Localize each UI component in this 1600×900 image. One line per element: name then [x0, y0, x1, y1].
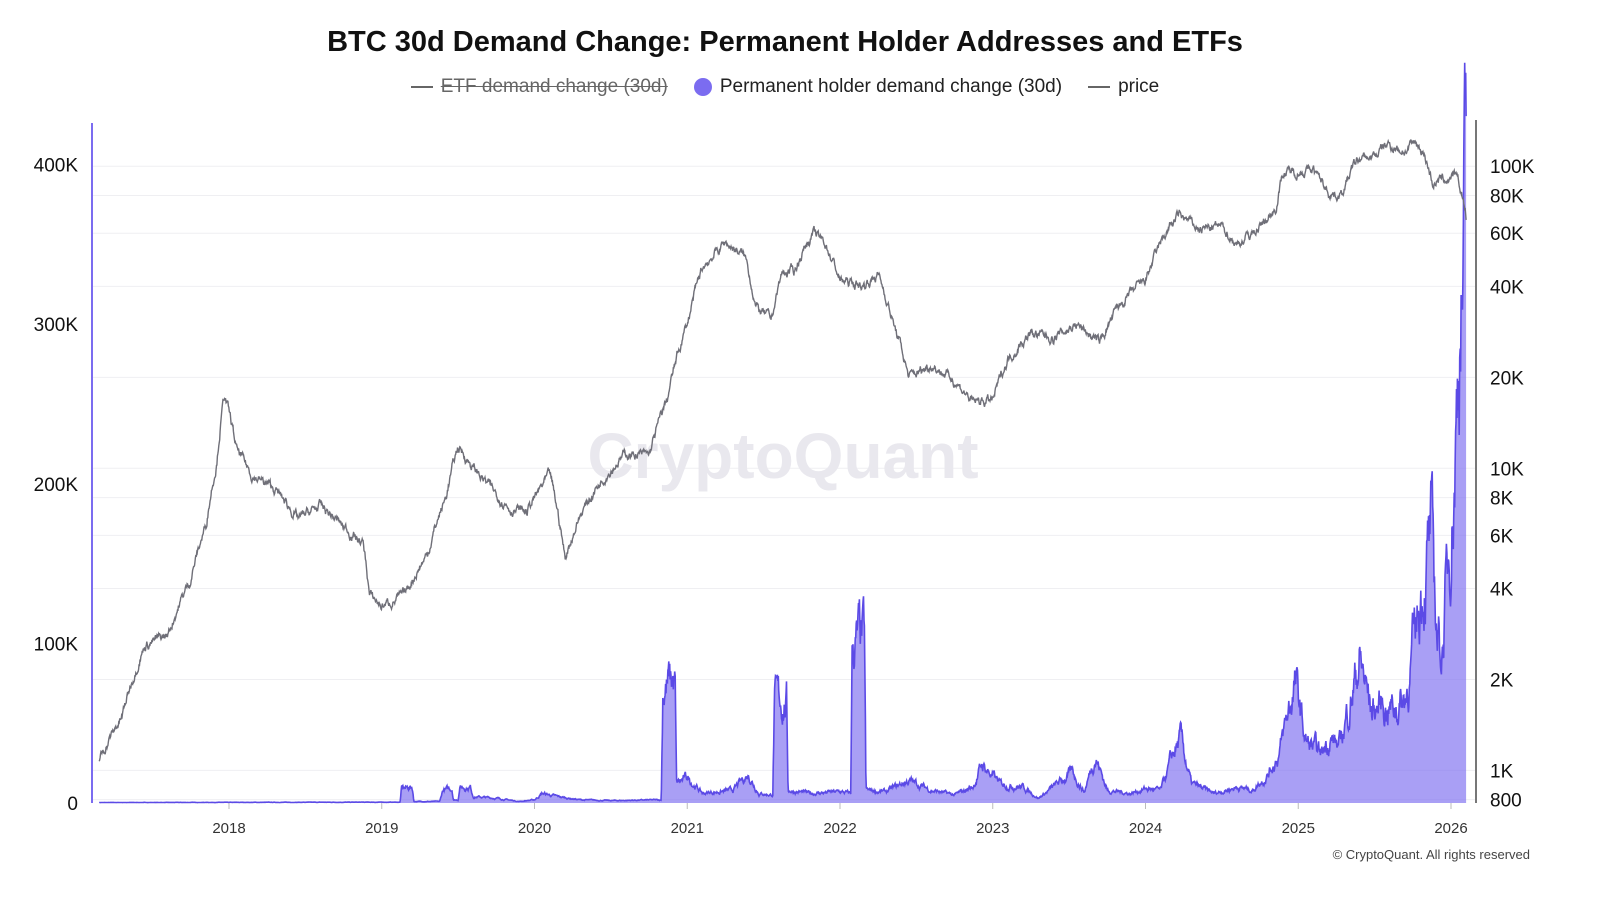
right-axis-tick: 10K: [1490, 459, 1524, 480]
legend: ETF demand change (30d) Permanent holder…: [0, 76, 1570, 98]
legend-item-price[interactable]: price: [1088, 76, 1159, 98]
line-swatch-icon: [1088, 86, 1111, 88]
right-axis-tick: 8K: [1490, 489, 1514, 510]
permanent-holder-demand-line: [99, 62, 1467, 804]
left-axis-tick: 300K: [34, 315, 79, 336]
x-axis-tick: 2023: [976, 820, 1009, 837]
chart-title: BTC 30d Demand Change: Permanent Holder …: [327, 26, 1243, 58]
right-axis-tick: 60K: [1490, 224, 1524, 245]
x-axis-tick: 2019: [365, 820, 398, 837]
right-axis-tick: 4K: [1490, 580, 1514, 601]
copyright: © CryptoQuant. All rights reserved: [1332, 847, 1530, 862]
left-axis-tick: 200K: [34, 475, 79, 496]
right-axis-tick: 800: [1490, 791, 1522, 812]
right-axis-tick: 80K: [1490, 186, 1524, 207]
right-axis-tick: 6K: [1490, 526, 1514, 547]
x-axis-tick: 2026: [1434, 820, 1467, 837]
left-axis-tick: 100K: [34, 634, 79, 655]
right-axis-tick: 100K: [1490, 157, 1535, 178]
left-axis-tick: 0: [67, 794, 78, 815]
x-axis-tick: 2021: [671, 820, 704, 837]
right-axis-tick: 40K: [1490, 277, 1524, 298]
x-axis-tick: 2020: [518, 820, 551, 837]
x-axis-tick: 2018: [212, 820, 245, 837]
watermark: CryptoQuant: [587, 420, 978, 492]
dot-swatch-icon: [693, 78, 712, 96]
line-swatch-icon: [410, 86, 433, 88]
x-axis-tick: 2024: [1129, 820, 1162, 837]
legend-label: ETF demand change (30d): [440, 76, 668, 97]
legend-item-permanent-holder[interactable]: Permanent holder demand change (30d): [693, 76, 1063, 98]
x-axis-tick: 2025: [1282, 820, 1315, 837]
legend-label: price: [1118, 76, 1160, 97]
right-axis-tick: 20K: [1490, 368, 1524, 389]
legend-label: Permanent holder demand change (30d): [719, 76, 1063, 97]
right-axis-tick: 1K: [1490, 761, 1514, 782]
x-axis-tick: 2022: [823, 820, 856, 837]
left-axis-tick: 400K: [34, 156, 79, 177]
legend-item-etf[interactable]: ETF demand change (30d): [410, 76, 668, 98]
right-axis-tick: 2K: [1490, 670, 1514, 691]
price-line: [98, 138, 1467, 762]
